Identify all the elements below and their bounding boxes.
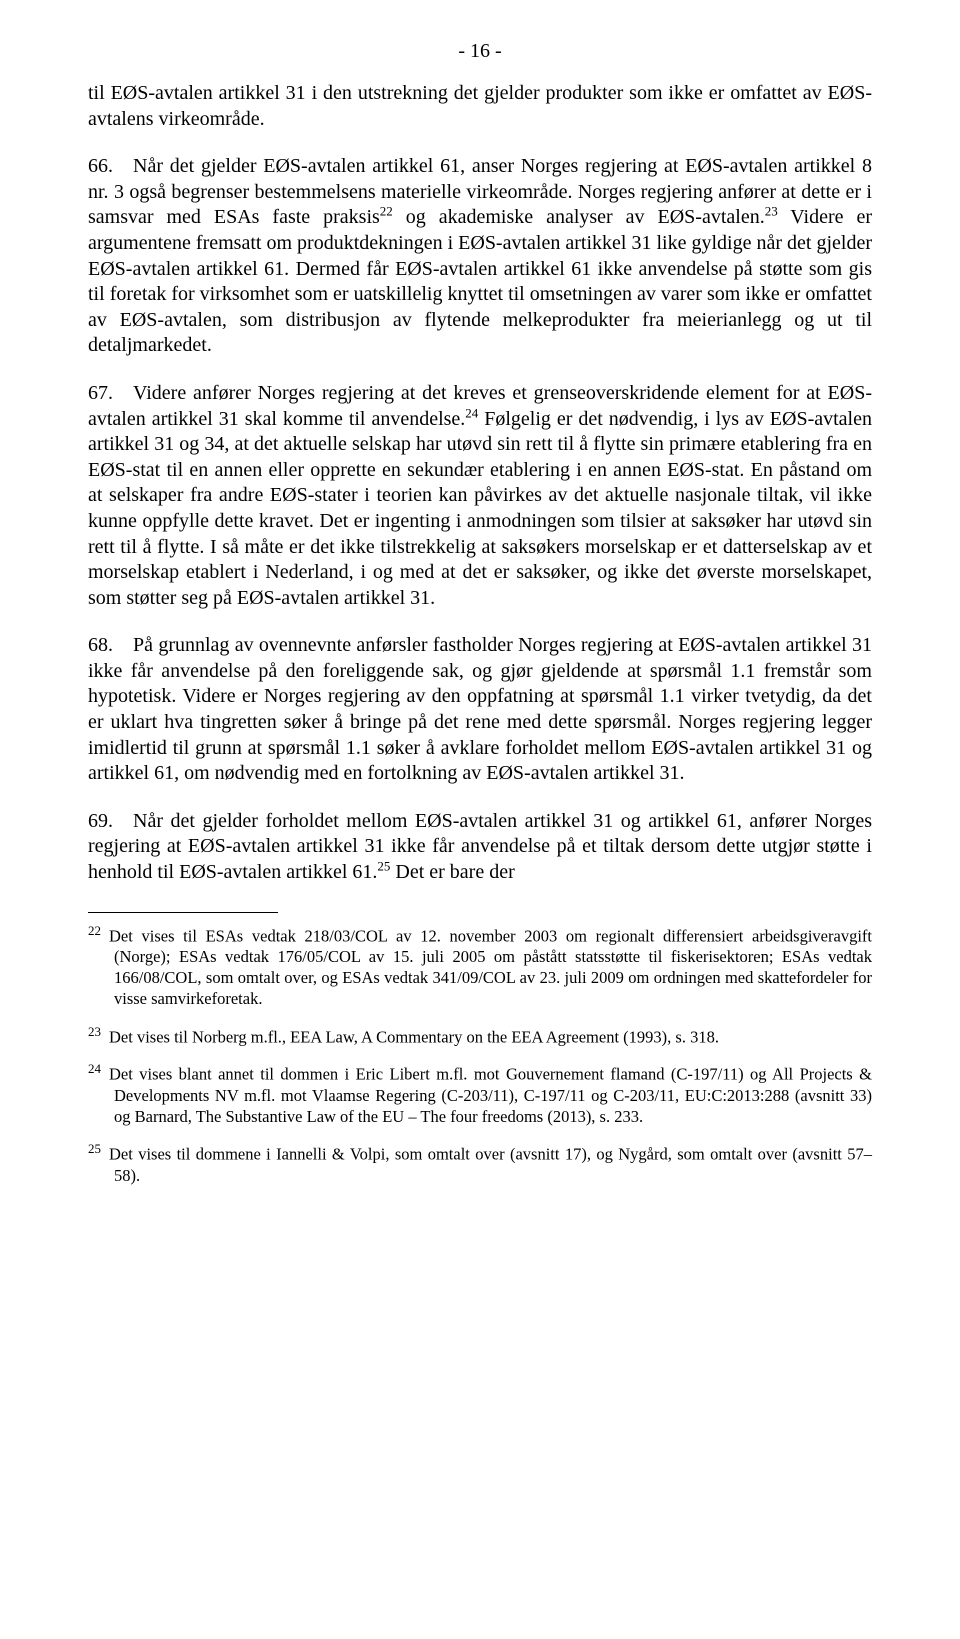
footnote-text-22: Det vises til ESAs vedtak 218/03/COL av … — [109, 926, 872, 1008]
paragraph-67: 67. Videre anfører Norges regjering at d… — [88, 381, 872, 611]
para-66-text-b: og akademiske analyser av EØS-avtalen. — [393, 206, 765, 228]
footnote-num-24: 24 — [88, 1061, 109, 1076]
footnote-text-24: Det vises blant annet til dommen i Eric … — [109, 1065, 872, 1126]
footnote-ref-23: 23 — [765, 204, 778, 219]
paragraph-66: 66. Når det gjelder EØS-avtalen artikkel… — [88, 154, 872, 359]
para-66-text-c: Videre er argumentene fremsatt om produk… — [88, 206, 872, 356]
footnote-ref-25: 25 — [377, 858, 390, 873]
paragraph-68: 68. På grunnlag av ovennevnte anførsler … — [88, 633, 872, 787]
footnote-text-25: Det vises til dommene i Iannelli & Volpi… — [109, 1145, 872, 1185]
para-69-text-b: Det er bare der — [390, 861, 514, 883]
page-number: - 16 - — [88, 40, 872, 63]
footnote-num-25: 25 — [88, 1141, 109, 1156]
footnote-ref-22: 22 — [380, 204, 393, 219]
footnote-23: 23Det vises til Norberg m.fl., EEA Law, … — [88, 1024, 872, 1048]
paragraph-continuation: til EØS-avtalen artikkel 31 i den utstre… — [88, 81, 872, 132]
para-67-text-b: Følgelig er det nødvendig, i lys av EØS-… — [88, 408, 872, 609]
footnote-22: 22Det vises til ESAs vedtak 218/03/COL a… — [88, 923, 872, 1010]
footnote-text-23: Det vises til Norberg m.fl., EEA Law, A … — [109, 1027, 719, 1046]
paragraph-69: 69. Når det gjelder forholdet mellom EØS… — [88, 809, 872, 886]
footnote-ref-24: 24 — [465, 405, 478, 420]
footnote-num-22: 22 — [88, 923, 109, 938]
footnote-separator — [88, 912, 278, 913]
footnote-num-23: 23 — [88, 1024, 109, 1039]
footnote-25: 25Det vises til dommene i Iannelli & Vol… — [88, 1141, 872, 1186]
footnote-24: 24Det vises blant annet til dommen i Eri… — [88, 1061, 872, 1127]
document-page: - 16 - til EØS-avtalen artikkel 31 i den… — [0, 0, 960, 1260]
